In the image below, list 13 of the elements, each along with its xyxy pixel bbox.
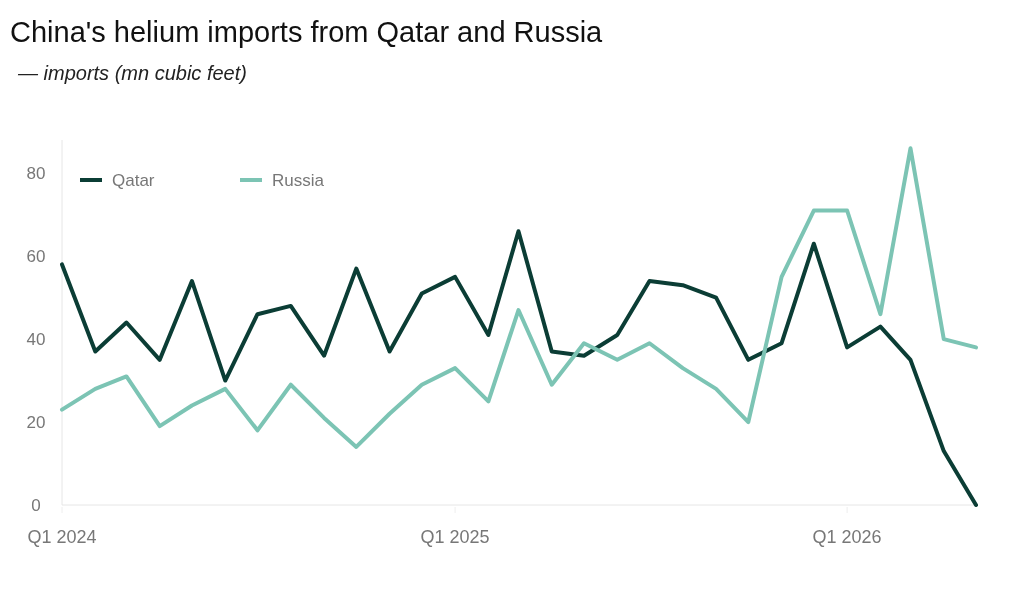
y-tick-label: 0 bbox=[31, 495, 41, 515]
y-tick-label: 60 bbox=[26, 247, 46, 267]
y-tick-label: 80 bbox=[26, 164, 46, 184]
x-tick-label: Q1 2025 bbox=[420, 527, 490, 547]
line-series bbox=[60, 146, 978, 449]
chart-subtitle: — imports (mn cubic feet) bbox=[17, 62, 247, 84]
chart-title: China's helium imports from Qatar and Russia bbox=[10, 16, 604, 48]
x-tick-label: Q1 2024 bbox=[27, 527, 97, 547]
x-tick-label: Q1 2026 bbox=[812, 527, 882, 547]
legend-label: Russia bbox=[272, 170, 325, 190]
legend-label: Qatar bbox=[112, 170, 155, 190]
y-tick-label: 40 bbox=[26, 330, 46, 350]
y-tick-label: 20 bbox=[26, 413, 46, 432]
